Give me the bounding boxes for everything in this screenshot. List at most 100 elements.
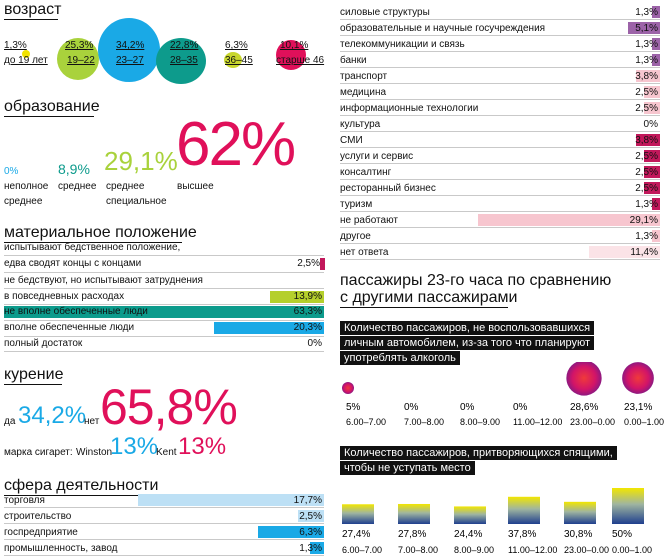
sphere-row: медицина 2,5%: [340, 84, 660, 100]
age-value: 34,2%: [116, 40, 145, 51]
smoking-brand2: Kent: [156, 447, 177, 458]
sphere-row-label: госпредприятие: [4, 527, 78, 538]
sphere-row-value: 2,5%: [635, 87, 658, 98]
education-value-higher: 62%: [176, 110, 296, 179]
sphere-row-divider: [340, 163, 660, 164]
sphere-row-value: 2,5%: [635, 103, 658, 114]
age-circle-46plus: [276, 40, 306, 70]
sphere-row: другое 1,3%: [340, 228, 660, 244]
sphere-row-label: образовательные и научные госучреждения: [340, 23, 546, 34]
education-label-vocational-2: специальное: [106, 196, 167, 207]
sphere-row-label: нет ответа: [340, 247, 389, 258]
sphere-row-label: силовые структуры: [340, 7, 430, 18]
sphere-row-value: 1,3%: [299, 543, 322, 554]
sleep-category-label: 0.00–1.00: [612, 545, 652, 555]
sphere-row-bar: [652, 230, 660, 242]
sphere-row-value: 0%: [643, 119, 658, 130]
passengers-title-2: с другими пассажирами: [340, 289, 518, 308]
sphere-row: услуги и сервис 2,5%: [340, 148, 660, 164]
sphere-row-bar: [644, 102, 660, 114]
sphere-row-value: 2,5%: [299, 511, 322, 522]
education-label-secondary: среднее: [58, 181, 97, 192]
material-row-label: едва сводят концы с концами: [4, 258, 142, 269]
material-row-label: полный достаток: [4, 338, 83, 349]
material-row-value: 20,3%: [293, 322, 322, 333]
sphere-row-label: медицина: [340, 87, 387, 98]
age-label: 23–27: [116, 55, 144, 66]
sphere-row-label: культура: [340, 119, 381, 130]
material-bar: [4, 306, 324, 318]
sphere-row-divider: [340, 259, 660, 260]
sphere-row-label: ресторанный бизнес: [340, 183, 436, 194]
sphere-row-label: банки: [340, 55, 367, 66]
sleep-chart-title-line1: Количество пассажиров, притворяющихся сп…: [340, 446, 617, 460]
sphere-row-bar: [644, 166, 660, 178]
material-divider: [4, 351, 324, 352]
alcohol-category-label: 23.00–0.00: [570, 417, 615, 427]
material-divider: [4, 304, 324, 305]
alcohol-category-label: 11.00–12.00: [513, 417, 562, 427]
age-value: 1,3%: [4, 40, 27, 51]
sphere-row-bar: [589, 246, 660, 258]
education-label-incomplete: неполное: [4, 181, 49, 192]
sleep-value-label: 27,8%: [398, 529, 426, 540]
material-row-label: в повседневных расходах: [4, 291, 125, 302]
sphere-row-bar: [652, 198, 660, 210]
age-circle-under19: [22, 50, 30, 58]
sphere-row-value: 1,3%: [635, 55, 658, 66]
alcohol-bubble: [342, 382, 354, 394]
sleep-chart: 27,4% 6.00–7.00 27,8% 7.00–8.00 24,4% 8.00–9.…: [342, 488, 652, 555]
sphere-row-label: промышленность, завод: [4, 543, 118, 554]
material-row-label: не бедствуют, но испытывают затруднения: [4, 275, 203, 286]
sphere-row-value: 2,5%: [635, 167, 658, 178]
alcohol-category-label: 6.00–7.00: [346, 417, 386, 427]
sphere-row-bar: [636, 134, 660, 146]
sphere-title: сфера деятельности: [4, 477, 159, 496]
alcohol-value-label: 0%: [513, 402, 528, 413]
sphere-row-divider: [340, 195, 660, 196]
sphere-row-divider: [340, 67, 660, 68]
age-circle-28-35: [156, 38, 206, 84]
sleep-bar: [342, 504, 374, 524]
sphere-row-divider: [340, 179, 660, 180]
material-divider: [4, 255, 324, 256]
alcohol-value-label: 0%: [460, 402, 475, 413]
sphere-row-divider: [4, 555, 324, 556]
sphere-row-bar: [138, 494, 324, 506]
sphere-row-label: консалтинг: [340, 167, 392, 178]
sphere-row-label: транспорт: [340, 71, 388, 82]
sphere-row-value: 5,1%: [635, 23, 658, 34]
smoking-brand1-value: 13%: [110, 433, 159, 460]
sleep-bar: [454, 506, 486, 524]
education-label-vocational: среднее: [106, 181, 145, 192]
sphere-row-value: 2,5%: [635, 151, 658, 162]
sphere-row-divider: [340, 227, 660, 228]
sphere-row-label: СМИ: [340, 135, 363, 146]
sleep-category-label: 11.00–12.00: [508, 545, 557, 555]
sleep-bar: [398, 503, 430, 524]
smoking-yes-value: 34,2%: [18, 402, 87, 429]
sphere-row-value: 11,4%: [630, 247, 658, 258]
sphere-row-label: не работают: [340, 215, 398, 226]
material-row-value: 2,5%: [297, 258, 320, 269]
material-bar: [214, 322, 324, 334]
age-circle-19-22: [57, 38, 99, 80]
material-row-value: 0%: [307, 338, 322, 349]
material-divider: [4, 320, 324, 321]
age-circle-23-27: [98, 18, 160, 82]
sphere-row-label: торговля: [4, 495, 45, 506]
smoking-no-value: 65,8%: [100, 379, 238, 435]
sphere-row: культура 0%: [340, 116, 660, 132]
sphere-row: промышленность, завод 1,3%: [4, 540, 324, 556]
material-row-value: 13,9%: [293, 291, 322, 302]
sphere-row: госпредприятие 6,3%: [4, 524, 324, 540]
material-bar: [270, 291, 324, 303]
sphere-row-divider: [340, 51, 660, 52]
sphere-row-divider: [4, 507, 324, 508]
sphere-row-bar: [628, 22, 660, 34]
education-value-secondary: 8,9%: [58, 161, 90, 177]
sphere-row-value: 3,8%: [635, 71, 658, 82]
smoking-brand-label: марка сигарет:: [4, 447, 73, 458]
sphere-row-bar: [258, 526, 324, 538]
sphere-row-value: 1,3%: [635, 231, 658, 242]
